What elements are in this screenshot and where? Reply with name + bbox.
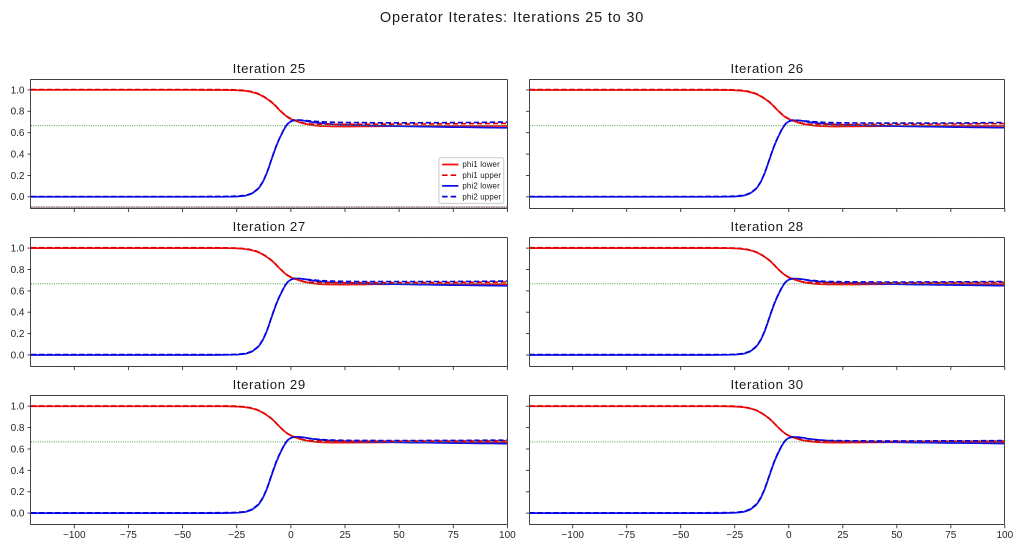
svg-text:0.2: 0.2 [11,171,25,182]
svg-text:0.8: 0.8 [11,423,25,434]
svg-text:1.0: 1.0 [11,402,25,413]
svg-text:phi1 lower: phi1 lower [462,160,500,169]
svg-text:Iteration 28: Iteration 28 [731,219,804,234]
svg-text:−75: −75 [618,530,635,541]
svg-text:−100: −100 [561,530,584,541]
svg-text:0.8: 0.8 [11,265,25,276]
svg-text:0.6: 0.6 [11,286,25,297]
svg-text:0.4: 0.4 [11,466,25,477]
svg-text:0.0: 0.0 [11,192,25,203]
svg-text:Iteration 29: Iteration 29 [233,377,306,392]
svg-text:100: 100 [499,530,516,541]
svg-text:1.0: 1.0 [11,85,25,96]
svg-text:phi2 lower: phi2 lower [462,182,500,191]
svg-text:0.4: 0.4 [11,308,25,319]
svg-text:phi2 upper: phi2 upper [462,192,501,201]
svg-text:25: 25 [837,530,849,541]
svg-text:Iteration 26: Iteration 26 [731,61,804,76]
svg-text:Operator Iterates: Iterations: Operator Iterates: Iterations 25 to 30 [380,10,644,26]
svg-text:Iteration 25: Iteration 25 [233,61,306,76]
svg-text:−50: −50 [672,530,689,541]
svg-text:75: 75 [945,530,957,541]
svg-text:−25: −25 [228,530,245,541]
svg-text:50: 50 [891,530,903,541]
svg-text:0.4: 0.4 [11,150,25,161]
svg-text:0.2: 0.2 [11,487,25,498]
svg-text:25: 25 [339,530,351,541]
svg-text:0.2: 0.2 [11,329,25,340]
svg-text:−50: −50 [174,530,191,541]
svg-text:−75: −75 [120,530,137,541]
svg-text:1.0: 1.0 [11,244,25,255]
svg-text:100: 100 [996,530,1013,541]
svg-text:0: 0 [288,530,294,541]
svg-text:50: 50 [394,530,406,541]
svg-text:0.0: 0.0 [11,509,25,520]
svg-text:75: 75 [448,530,460,541]
svg-text:0.8: 0.8 [11,107,25,118]
svg-text:phi1 upper: phi1 upper [462,171,501,180]
svg-text:0.6: 0.6 [11,444,25,455]
svg-text:0.0: 0.0 [11,350,25,361]
svg-text:Iteration 27: Iteration 27 [233,219,306,234]
svg-text:Iteration 30: Iteration 30 [731,377,804,392]
svg-text:−25: −25 [726,530,743,541]
svg-text:0.6: 0.6 [11,128,25,139]
svg-text:0: 0 [786,530,792,541]
svg-text:−100: −100 [63,530,86,541]
